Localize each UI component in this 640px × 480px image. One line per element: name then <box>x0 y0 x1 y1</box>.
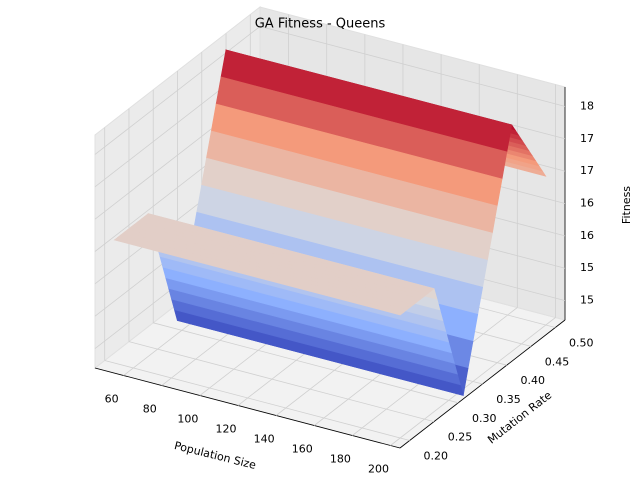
z-tick-label: 17 <box>580 164 594 177</box>
z-tick-label: 16 <box>580 229 594 242</box>
x-tick-label: 140 <box>254 433 275 446</box>
x-axis-label: Population Size <box>173 439 258 472</box>
x-tick-label: 100 <box>177 413 198 426</box>
grid-line <box>104 360 410 441</box>
z-axis-label: Fitness <box>620 186 633 224</box>
y-tick-label: 0.25 <box>448 431 473 444</box>
y-tick-label: 0.40 <box>521 374 546 387</box>
labels: 60801001201401601802000.200.250.300.350.… <box>105 99 594 475</box>
z-tick-label: 15 <box>580 294 594 307</box>
z-tick-label: 17 <box>580 132 594 145</box>
x-tick-label: 120 <box>215 423 236 436</box>
grid-line <box>94 26 261 155</box>
x-tick-label: 80 <box>143 403 157 416</box>
x-tick-label: 180 <box>330 453 351 466</box>
x-tick-label: 200 <box>368 463 389 476</box>
y-tick-label: 0.20 <box>423 449 448 462</box>
surface <box>113 49 547 396</box>
x-axis-line <box>94 367 401 449</box>
surface-patch <box>113 237 405 316</box>
y-tick-label: 0.35 <box>496 393 521 406</box>
grid-line <box>259 26 566 107</box>
y-tick-label: 0.45 <box>545 355 570 368</box>
x-tick-label: 60 <box>105 393 119 406</box>
z-tick-label: 16 <box>580 197 594 210</box>
y-tick-label: 0.30 <box>472 412 497 425</box>
grid-line <box>153 322 459 404</box>
chart-title: GA Fitness - Queens <box>255 17 386 32</box>
x-tick-label: 160 <box>292 443 313 456</box>
z-tick-label: 15 <box>580 261 594 274</box>
y-tick-label: 0.50 <box>569 337 594 350</box>
grid-line <box>128 341 435 423</box>
z-tick-label: 18 <box>580 99 594 112</box>
